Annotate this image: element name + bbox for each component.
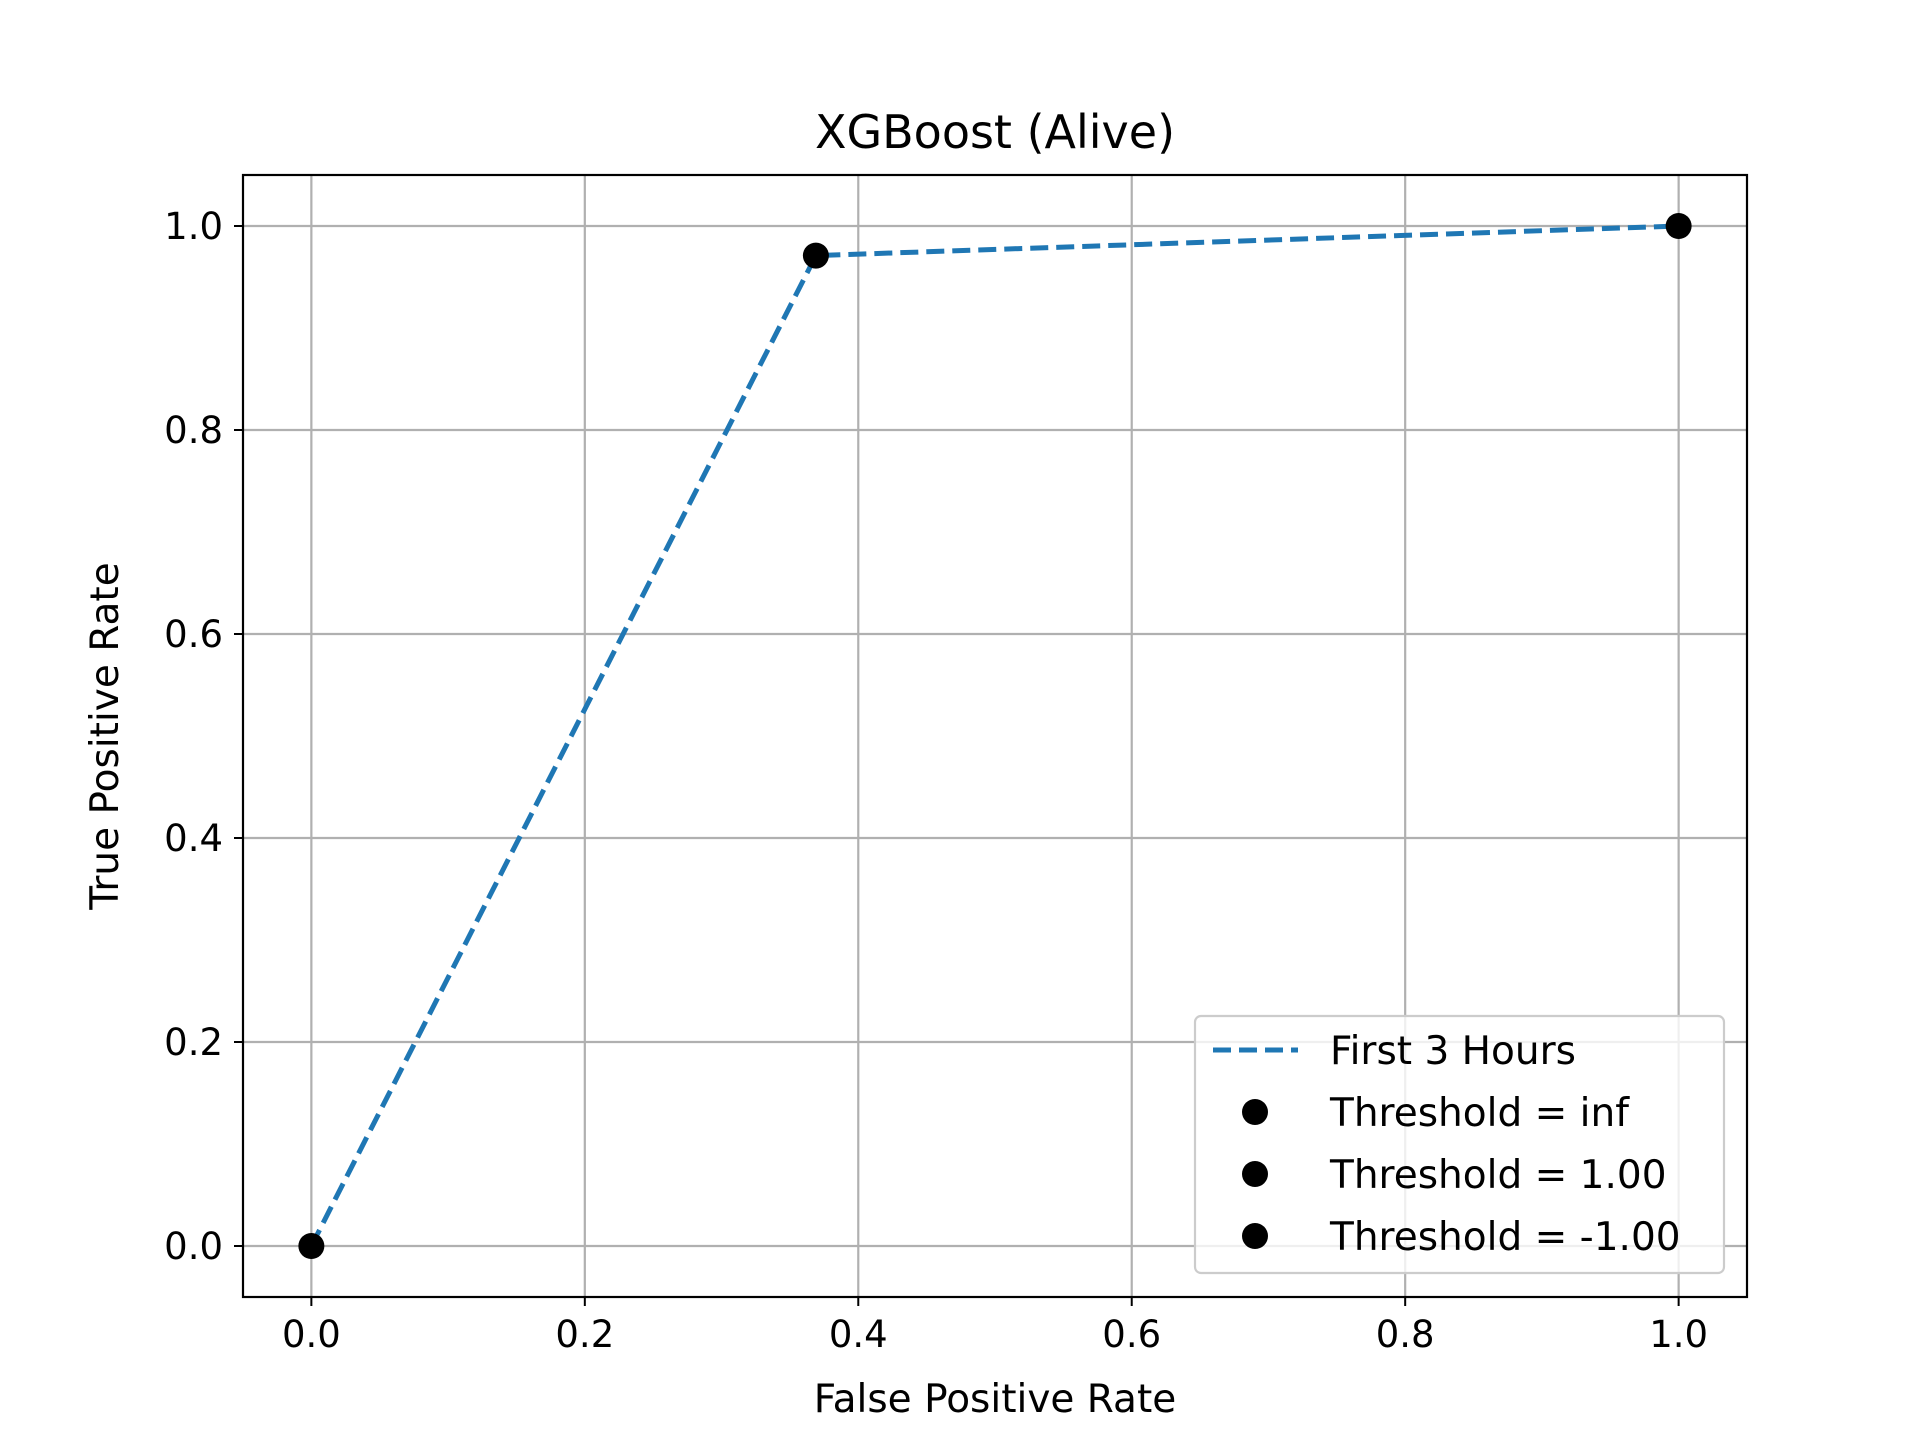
x-axis-label: False Positive Rate (814, 1377, 1176, 1422)
plot-frame (241, 173, 1749, 1299)
x-tick-label: 0.0 (282, 1313, 341, 1356)
threshold-point (1665, 213, 1692, 239)
y-tick-label: 0.8 (164, 409, 223, 452)
grid (243, 175, 1747, 1297)
legend-marker-swatch (1242, 1161, 1268, 1187)
y-tick-label: 0.6 (164, 613, 223, 656)
threshold-point (298, 1233, 325, 1259)
series-layer (309, 223, 1679, 1248)
points-layer (298, 213, 1692, 1259)
ticks: 0.0 0.2 0.4 0.6 0.8 1.0 0.0 0.2 0.4 0.6 0.8 1.0 (164, 205, 1708, 1356)
chart-title: XGBoost (Alive) (815, 105, 1175, 159)
x-tick-label: 0.4 (829, 1313, 888, 1356)
y-tick-label: 0.0 (164, 1225, 223, 1268)
y-tick-label: 0.4 (164, 817, 223, 860)
legend-label: Threshold = -1.00 (1329, 1215, 1681, 1260)
threshold-point (802, 242, 829, 269)
y-tick-label: 0.2 (164, 1021, 223, 1064)
y-axis-label: True Positive Rate (83, 562, 128, 910)
legend-label: First 3 Hours (1330, 1029, 1576, 1074)
series-line-first-3-hours (309, 223, 1679, 1248)
legend: First 3 Hours Threshold = inf Threshold = … (1193, 1014, 1726, 1275)
legend-label: Threshold = inf (1329, 1091, 1630, 1136)
x-tick-label: 1.0 (1649, 1313, 1708, 1356)
x-tick-label: 0.8 (1376, 1313, 1435, 1356)
x-tick-label: 0.6 (1102, 1313, 1161, 1356)
legend-marker-swatch (1242, 1099, 1268, 1125)
legend-box (1193, 1014, 1726, 1275)
legend-marker-swatch (1242, 1223, 1268, 1249)
x-tick-label: 0.2 (555, 1313, 614, 1356)
y-tick-label: 1.0 (164, 205, 223, 248)
legend-label: Threshold = 1.00 (1329, 1153, 1667, 1198)
